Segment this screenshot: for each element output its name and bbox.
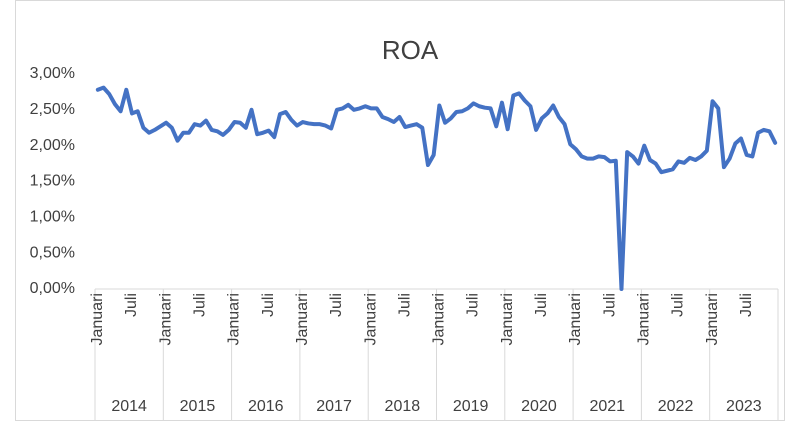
y-tick-label: 0,50% bbox=[30, 244, 75, 261]
x-tick-label: Januari bbox=[635, 293, 652, 345]
y-tick-label: 3,00% bbox=[30, 65, 75, 82]
year-label: 2014 bbox=[111, 398, 147, 415]
year-label: 2020 bbox=[521, 398, 557, 415]
line-series bbox=[95, 85, 778, 291]
y-tick-label: 0,00% bbox=[30, 280, 75, 297]
x-tick-label: Juli bbox=[738, 293, 755, 317]
year-label: 2023 bbox=[726, 398, 762, 415]
x-tick-label: Juli bbox=[328, 293, 345, 317]
x-tick-label: Juli bbox=[533, 293, 550, 317]
x-tick-label: Juli bbox=[465, 293, 482, 317]
x-tick-label: Januari bbox=[89, 293, 106, 345]
x-tick-label: Januari bbox=[704, 293, 721, 345]
chart-title: ROA bbox=[382, 35, 439, 65]
y-tick-label: 1,50% bbox=[30, 173, 75, 190]
x-tick-label: Januari bbox=[362, 293, 379, 345]
x-tick-label: Juli bbox=[601, 293, 618, 317]
y-tick-label: 2,00% bbox=[30, 137, 75, 154]
x-tick-label: Januari bbox=[431, 293, 448, 345]
year-label: 2015 bbox=[180, 398, 216, 415]
x-tick-label: Januari bbox=[567, 293, 584, 345]
x-tick-label: Juli bbox=[670, 293, 687, 317]
x-tick-label: Januari bbox=[294, 293, 311, 345]
x-tick-label: Januari bbox=[499, 293, 516, 345]
x-tick-label: Juli bbox=[396, 293, 413, 317]
x-tick-label: Juli bbox=[192, 293, 209, 317]
y-tick-label: 1,00% bbox=[30, 209, 75, 226]
y-tick-label: 2,50% bbox=[30, 101, 75, 118]
chart-border bbox=[15, 0, 785, 421]
year-label: 2017 bbox=[316, 398, 352, 415]
year-label: 2018 bbox=[385, 398, 421, 415]
year-label: 2022 bbox=[658, 398, 694, 415]
x-tick-label: Januari bbox=[157, 293, 174, 345]
year-label: 2021 bbox=[589, 398, 625, 415]
x-tick-label: Juli bbox=[260, 293, 277, 317]
x-tick-label: Januari bbox=[226, 293, 243, 345]
year-label: 2019 bbox=[453, 398, 489, 415]
x-tick-label: Juli bbox=[123, 293, 140, 317]
year-label: 2016 bbox=[248, 398, 284, 415]
